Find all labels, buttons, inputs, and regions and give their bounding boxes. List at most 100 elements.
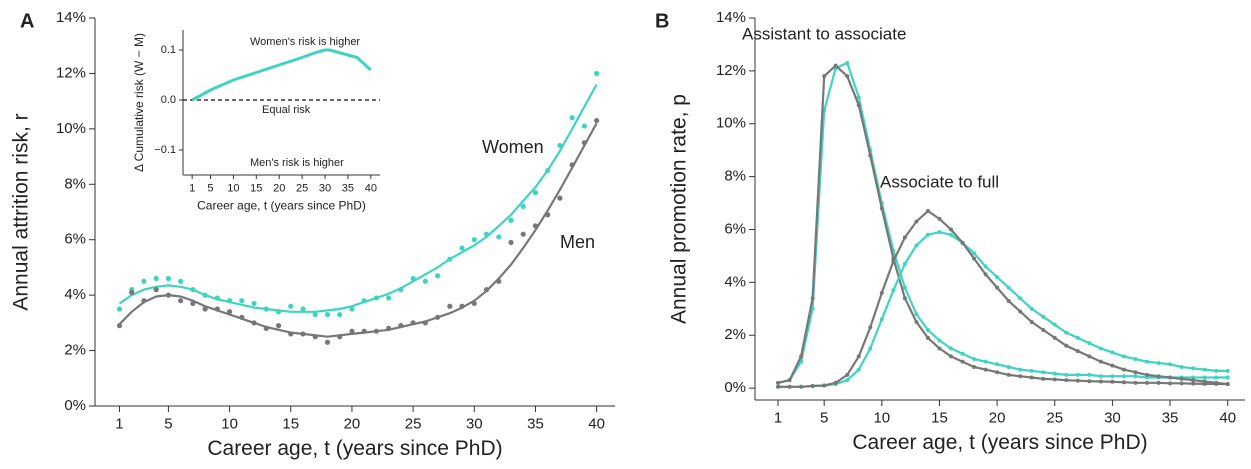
data-point <box>141 278 147 284</box>
data-point <box>1098 346 1103 351</box>
data-point <box>856 95 861 100</box>
data-point <box>251 320 257 326</box>
data-point <box>116 323 123 329</box>
data-point <box>1087 379 1092 384</box>
data-point <box>879 290 884 295</box>
x-tick-label: 40 <box>588 416 605 433</box>
data-point <box>386 295 392 301</box>
data-point <box>1064 372 1069 377</box>
y-axis-label: Annual attrition risk, r <box>10 113 33 310</box>
data-point <box>1087 354 1092 359</box>
data-point <box>891 288 896 293</box>
x-tick-label: 1 <box>115 416 123 433</box>
data-point <box>1179 364 1184 369</box>
data-point <box>1018 309 1023 314</box>
data-point <box>496 234 502 240</box>
data-point <box>288 303 294 309</box>
data-point <box>483 231 490 237</box>
data-point <box>1064 378 1069 383</box>
series-label: Women <box>482 137 544 157</box>
data-point <box>914 320 919 325</box>
data-point <box>810 296 815 301</box>
data-point <box>1110 363 1115 368</box>
y-tick-label: 2% <box>64 342 86 359</box>
data-point <box>1052 335 1057 340</box>
data-point <box>937 338 942 343</box>
data-point <box>983 264 988 269</box>
data-point <box>153 287 159 293</box>
data-point <box>833 380 838 385</box>
data-point <box>410 320 416 326</box>
data-point <box>508 239 514 246</box>
data-point <box>471 237 477 243</box>
y-tick-label: 8% <box>64 175 86 192</box>
data-point <box>799 384 804 389</box>
data-point <box>1006 285 1011 290</box>
data-point <box>1075 335 1080 340</box>
data-point <box>496 278 502 284</box>
series-line <box>778 231 1228 388</box>
data-point <box>1006 364 1011 369</box>
data-point <box>891 259 896 264</box>
data-point <box>937 230 942 235</box>
y-tick-label: 4% <box>64 286 86 303</box>
data-point <box>178 278 184 284</box>
series-line <box>778 209 1228 388</box>
data-point <box>1156 374 1161 379</box>
data-point <box>856 367 861 372</box>
y-tick-label: 4% <box>724 273 746 290</box>
data-point <box>822 74 827 79</box>
y-tick-label: 0.0 <box>161 94 176 106</box>
x-tick-label: 20 <box>273 182 285 194</box>
data-point <box>1052 377 1057 382</box>
data-point <box>1202 367 1207 372</box>
series-label: Men <box>560 232 595 252</box>
data-point <box>581 140 588 146</box>
data-point <box>361 328 367 334</box>
x-axis-label: Career age, t (years since PhD) <box>207 437 502 460</box>
data-point <box>1121 374 1126 379</box>
data-point <box>995 362 1000 367</box>
x-tick-label: 25 <box>296 182 308 194</box>
data-point <box>1075 349 1080 354</box>
data-point <box>459 303 465 309</box>
data-point <box>983 367 988 372</box>
data-point <box>471 300 477 307</box>
annotation: Equal risk <box>262 104 311 116</box>
data-point <box>902 261 907 266</box>
data-point <box>810 383 815 388</box>
x-tick-label: 5 <box>820 410 828 427</box>
data-point <box>532 223 539 229</box>
data-point <box>868 153 873 158</box>
data-point <box>856 103 861 108</box>
data-point <box>312 334 318 340</box>
data-point <box>925 335 930 340</box>
data-point <box>799 354 804 359</box>
data-point <box>1121 380 1126 385</box>
data-point <box>1087 341 1092 346</box>
data-point <box>226 309 233 315</box>
x-tick-label: 1 <box>189 182 195 194</box>
data-point <box>1225 382 1230 387</box>
data-point <box>1075 372 1080 377</box>
data-point <box>324 339 331 345</box>
annotation: Women's risk is higher <box>250 36 360 48</box>
data-point <box>787 378 792 383</box>
data-point <box>1133 380 1138 385</box>
y-tick-label: 0% <box>64 397 86 414</box>
data-point <box>300 331 306 337</box>
data-point <box>914 219 919 224</box>
data-point <box>833 63 838 68</box>
data-point <box>776 384 781 389</box>
data-point <box>398 287 404 293</box>
data-point <box>300 306 306 312</box>
data-point <box>1156 360 1161 365</box>
x-tick-label: 30 <box>466 416 483 433</box>
data-point <box>1133 374 1138 379</box>
data-point <box>960 359 965 364</box>
data-point <box>1006 372 1011 377</box>
data-point <box>949 227 953 232</box>
x-axis-label: Career age, t (years since PhD) <box>852 431 1147 454</box>
data-point <box>275 309 282 315</box>
data-point <box>324 311 331 318</box>
